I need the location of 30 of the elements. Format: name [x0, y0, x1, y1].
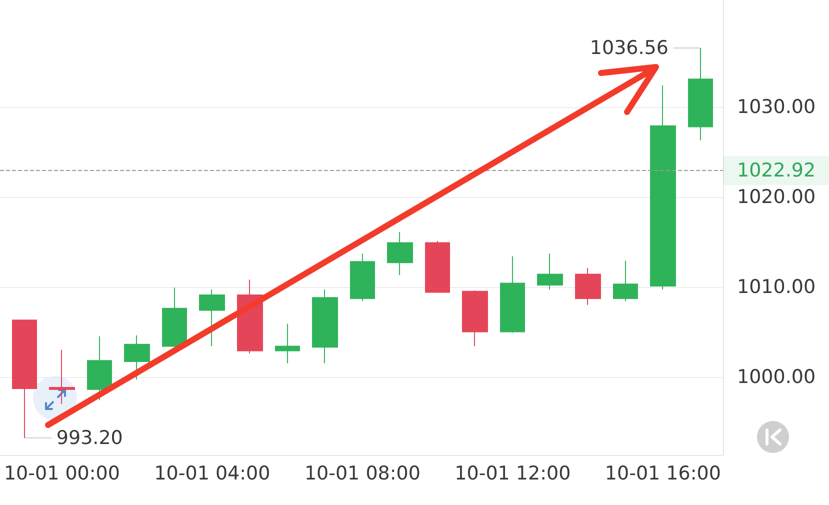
candlestick [425, 240, 450, 293]
candlestick [87, 336, 112, 401]
candlestick [350, 253, 375, 302]
annotation: 993.20 [56, 426, 123, 449]
candlestick [12, 320, 37, 438]
candlestick [537, 253, 563, 290]
candlestick [575, 267, 601, 306]
y-tick-label: 1000.00 [737, 366, 816, 388]
candlestick [650, 84, 676, 290]
y-tick-label: 1010.00 [737, 276, 816, 298]
candlestick [613, 260, 638, 302]
y-tick-label: 1020.00 [737, 186, 816, 208]
candlestick [49, 349, 75, 404]
candlestick [275, 323, 300, 364]
candlestick [162, 287, 187, 347]
candlestick [688, 48, 713, 141]
annotation: 1036.56 [590, 37, 668, 60]
candlestick [312, 289, 338, 364]
y-tick-label: 1030.00 [737, 96, 816, 118]
candlestick [462, 290, 488, 347]
candlestick [500, 256, 525, 334]
candlestick [199, 289, 225, 347]
candlestick [387, 231, 413, 276]
x-tick-label: 10-01 12:00 [454, 462, 571, 484]
candlestick [124, 334, 150, 380]
x-tick-label: 10-01 16:00 [604, 462, 721, 484]
x-tick-label: 10-01 04:00 [154, 462, 270, 484]
x-tick-label: 10-01 08:00 [304, 462, 420, 484]
x-tick-label: 10-01 00:00 [4, 462, 120, 484]
ref-line-label: 1022.92 [737, 160, 816, 182]
